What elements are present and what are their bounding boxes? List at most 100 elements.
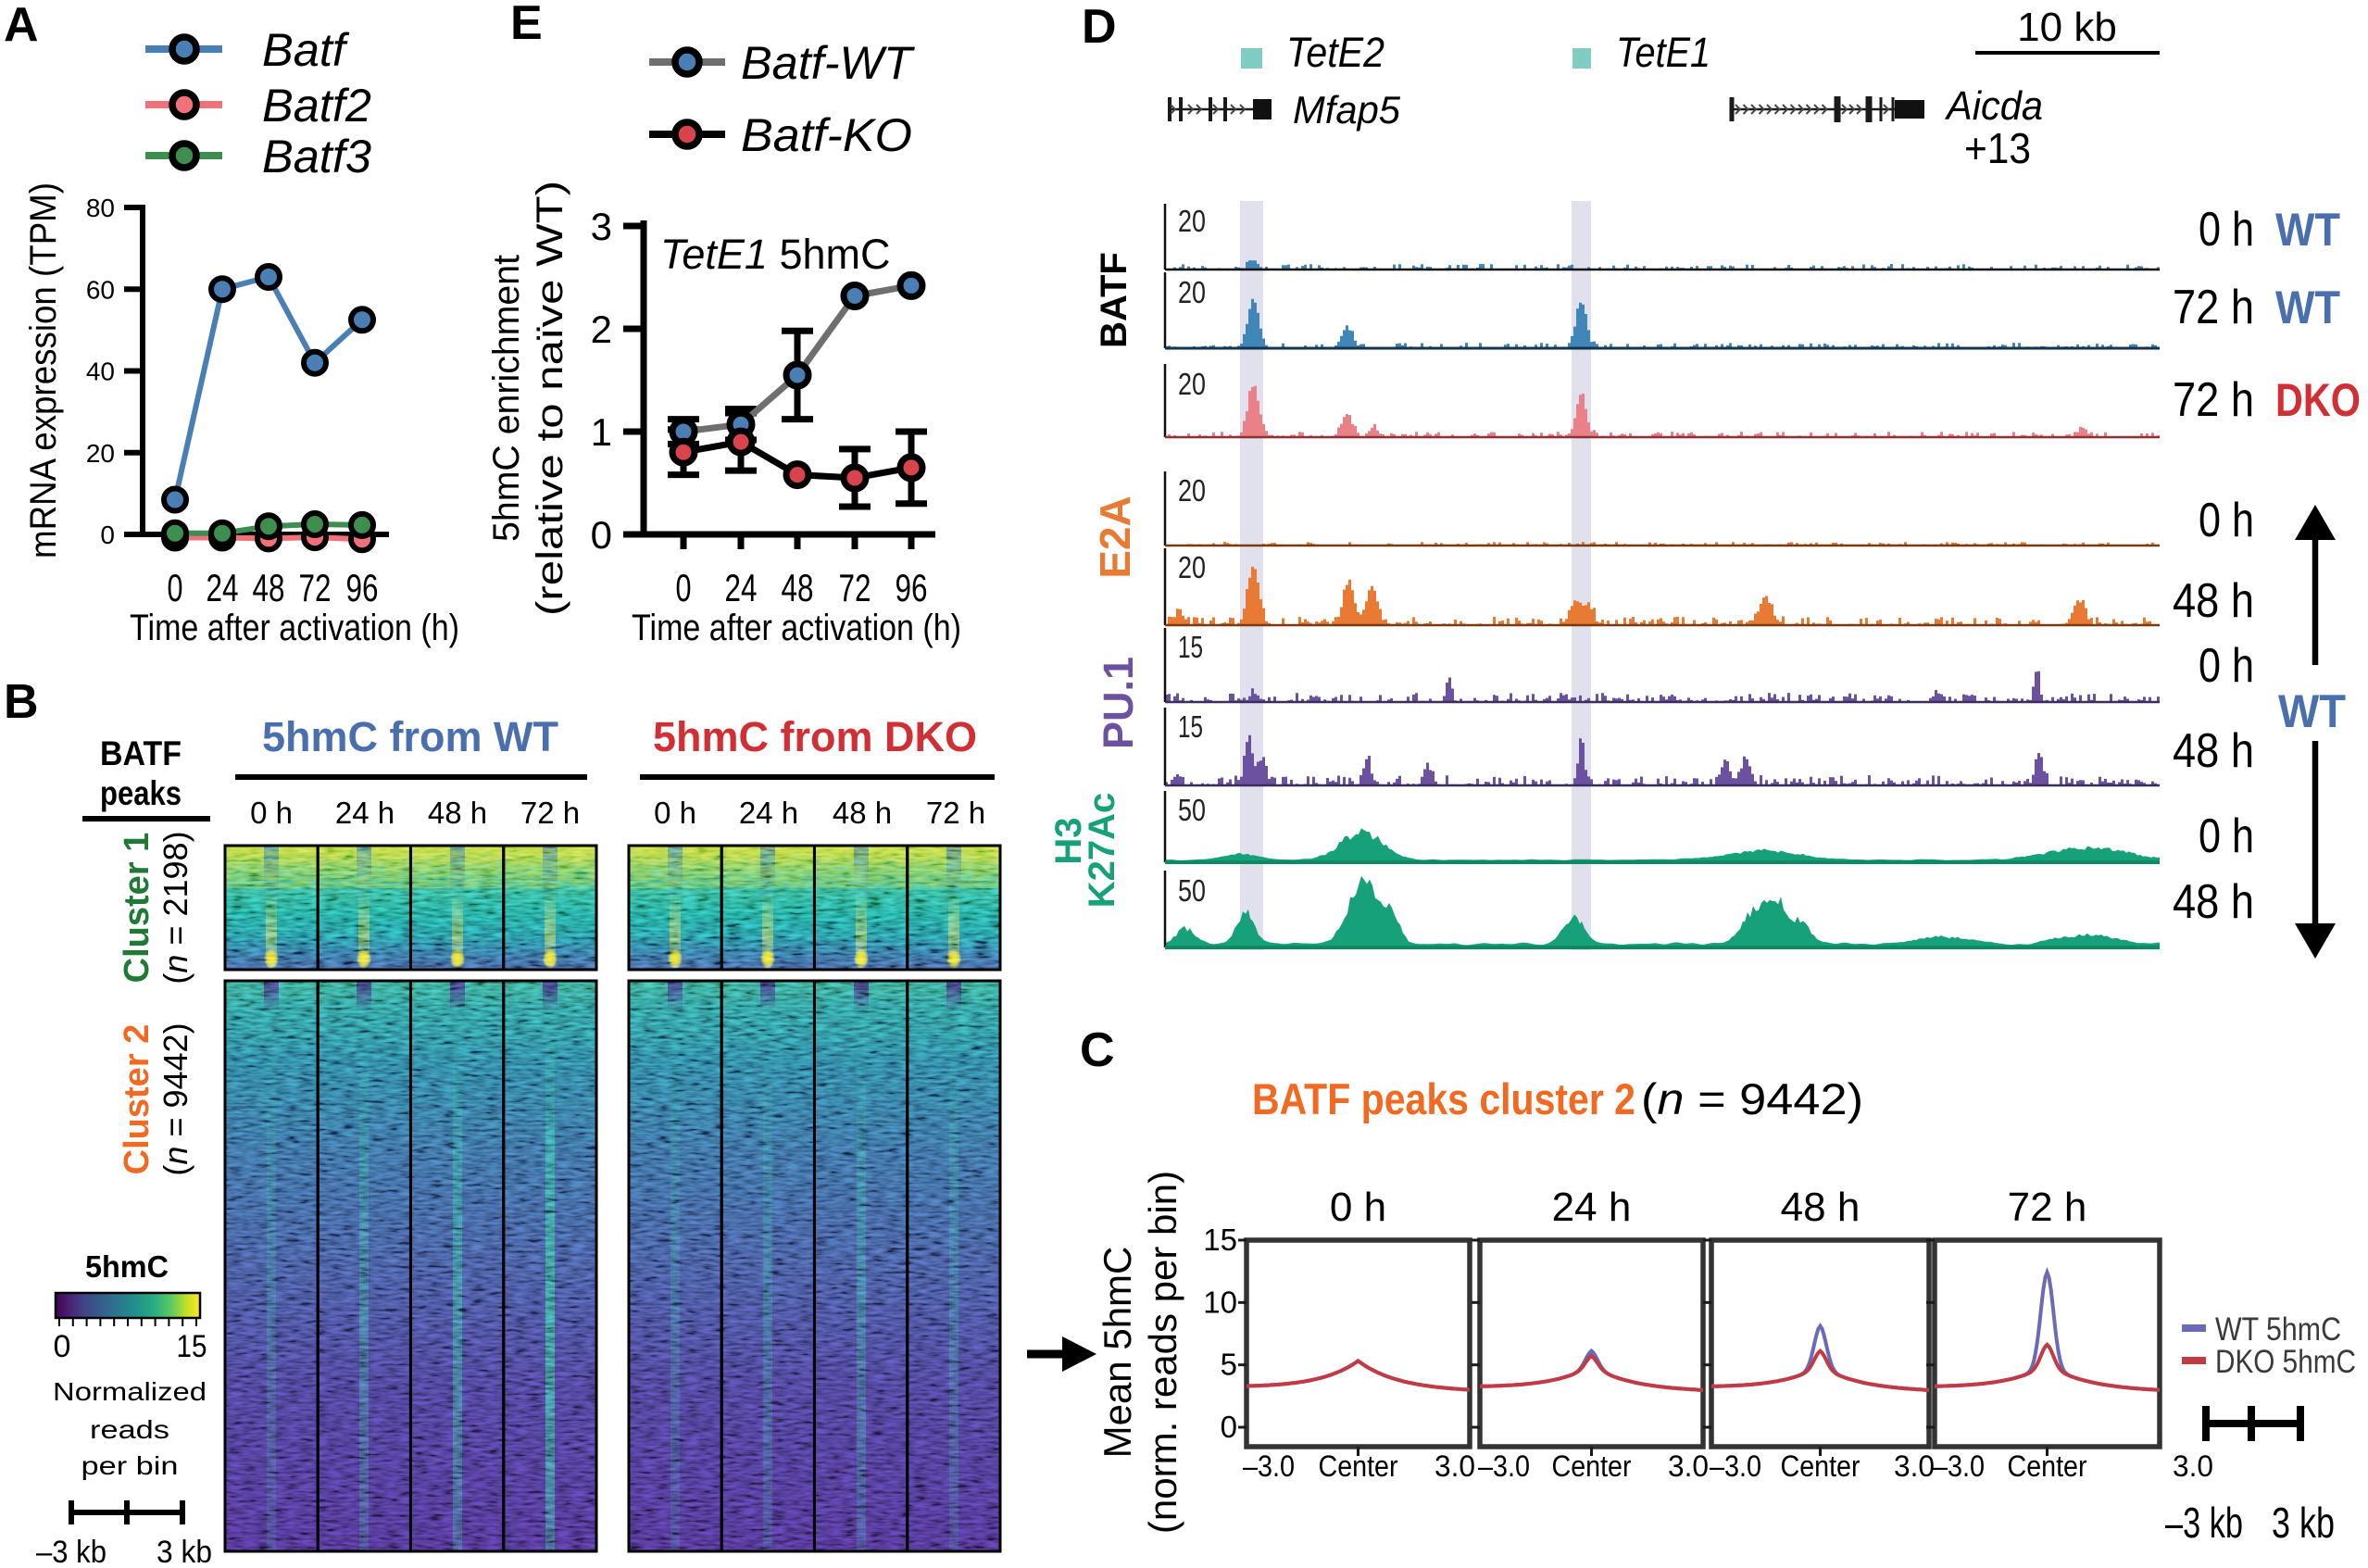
- svg-text:–3.0: –3.0: [1933, 1449, 1985, 1483]
- svg-text:BATF peaks cluster 2: BATF peaks cluster 2: [1252, 1074, 1635, 1123]
- svg-text:0 h: 0 h: [2199, 809, 2254, 863]
- svg-text:3.0: 3.0: [2173, 1449, 2213, 1483]
- svg-text:10: 10: [1203, 1285, 1237, 1319]
- svg-text:48 h: 48 h: [2173, 574, 2254, 628]
- svg-text:72 h: 72 h: [2008, 1185, 2087, 1230]
- svg-text:24 h: 24 h: [1552, 1185, 1632, 1230]
- svg-text:3.0: 3.0: [1435, 1449, 1475, 1483]
- svg-text:48 h: 48 h: [833, 796, 892, 830]
- svg-text:D: D: [1082, 0, 1117, 54]
- svg-text:72: 72: [299, 566, 332, 609]
- svg-text:Mfap5: Mfap5: [1293, 88, 1401, 132]
- svg-text:60: 60: [86, 275, 115, 304]
- svg-text:20: 20: [1178, 204, 1206, 238]
- svg-text:B: B: [4, 675, 39, 729]
- svg-text:20: 20: [1178, 275, 1206, 309]
- svg-text:20: 20: [1178, 473, 1206, 508]
- svg-text:–3.0: –3.0: [1243, 1449, 1295, 1483]
- svg-text:0 h: 0 h: [2199, 494, 2254, 547]
- svg-text:48: 48: [782, 566, 814, 609]
- svg-text:5: 5: [1221, 1348, 1237, 1382]
- svg-text:24: 24: [207, 566, 239, 609]
- svg-text:20: 20: [1178, 550, 1206, 584]
- svg-text:40: 40: [86, 358, 115, 386]
- svg-text:Center: Center: [1781, 1449, 1861, 1483]
- svg-text:15: 15: [177, 1329, 207, 1364]
- svg-text:–3 kb: –3 kb: [36, 1535, 106, 1568]
- svg-text:TetE1 5hmC: TetE1 5hmC: [660, 231, 890, 278]
- svg-text:Center: Center: [2008, 1449, 2087, 1483]
- svg-text:–3.0: –3.0: [1710, 1449, 1761, 1483]
- svg-text:TetE2: TetE2: [1286, 29, 1384, 76]
- svg-text:E2A: E2A: [1091, 495, 1139, 578]
- svg-text:–3.0: –3.0: [1478, 1449, 1530, 1483]
- svg-text:Mean 5hmC: Mean 5hmC: [1096, 1247, 1139, 1459]
- svg-text:0: 0: [676, 566, 692, 609]
- svg-text:72 h: 72 h: [2173, 281, 2254, 334]
- svg-text:Time after activation (h): Time after activation (h): [632, 608, 961, 648]
- svg-text:WT 5hmC: WT 5hmC: [2215, 1311, 2341, 1348]
- svg-text:0 h: 0 h: [654, 796, 696, 830]
- svg-text:Batf2: Batf2: [262, 80, 371, 132]
- svg-text:+13: +13: [1964, 124, 2031, 172]
- svg-text:48 h: 48 h: [1781, 1185, 1861, 1230]
- svg-text:3 kb: 3 kb: [157, 1535, 212, 1568]
- svg-text:E: E: [510, 0, 543, 50]
- svg-text:72 h: 72 h: [520, 796, 580, 830]
- svg-text:5hmC from DKO: 5hmC from DKO: [653, 713, 977, 760]
- svg-text:1: 1: [591, 410, 612, 454]
- svg-text:Center: Center: [1552, 1449, 1632, 1483]
- svg-text:0 h: 0 h: [1330, 1185, 1386, 1230]
- svg-text:reads: reads: [90, 1415, 169, 1444]
- svg-text:Cluster 2: Cluster 2: [118, 1024, 157, 1175]
- svg-text:Batf: Batf: [262, 24, 350, 76]
- svg-text:Normalized: Normalized: [53, 1377, 207, 1406]
- svg-text:Cluster 1: Cluster 1: [118, 833, 157, 984]
- svg-text:80: 80: [86, 194, 115, 222]
- svg-text:(norm. reads per bin): (norm. reads per bin): [1141, 1171, 1184, 1534]
- svg-text:0 h: 0 h: [250, 796, 293, 830]
- svg-text:2: 2: [591, 307, 612, 351]
- svg-text:(n = 9442): (n = 9442): [157, 1022, 194, 1175]
- svg-text:20: 20: [86, 439, 115, 468]
- svg-text:15: 15: [1178, 630, 1203, 664]
- svg-text:0: 0: [591, 513, 612, 557]
- svg-text:WT: WT: [2275, 282, 2340, 333]
- svg-text:K27Ac: K27Ac: [1082, 793, 1122, 909]
- svg-text:5hmC enrichment: 5hmC enrichment: [486, 255, 527, 542]
- svg-text:3 kb: 3 kb: [2272, 1499, 2335, 1547]
- svg-text:50: 50: [1178, 873, 1206, 908]
- svg-text:BATF: BATF: [1094, 252, 1134, 348]
- svg-text:per bin: per bin: [81, 1451, 179, 1480]
- svg-text:0 h: 0 h: [2199, 639, 2254, 693]
- svg-text:72 h: 72 h: [926, 796, 985, 830]
- svg-text:Batf-WT: Batf-WT: [741, 37, 915, 89]
- svg-text:24: 24: [725, 566, 758, 609]
- svg-text:0: 0: [168, 566, 183, 609]
- svg-text:50: 50: [1178, 793, 1206, 827]
- svg-text:H3: H3: [1048, 817, 1089, 864]
- svg-text:Batf3: Batf3: [262, 131, 371, 182]
- svg-text:3: 3: [591, 205, 612, 248]
- svg-text:A: A: [4, 0, 39, 52]
- svg-text:DKO: DKO: [2275, 374, 2361, 426]
- svg-text:10 kb: 10 kb: [2017, 5, 2117, 50]
- svg-text:Time after activation (h): Time after activation (h): [130, 608, 459, 648]
- svg-text:WT: WT: [2278, 685, 2346, 737]
- svg-text:15: 15: [1203, 1223, 1237, 1257]
- svg-text:5hmC from WT: 5hmC from WT: [262, 713, 558, 760]
- svg-text:(relative to naïve WT): (relative to naïve WT): [530, 181, 570, 616]
- svg-text:48 h: 48 h: [428, 796, 487, 830]
- svg-text:Aicda: Aicda: [1944, 83, 2043, 129]
- svg-text:(n = 9442): (n = 9442): [1641, 1074, 1863, 1123]
- svg-text:72: 72: [839, 566, 871, 609]
- svg-text:72 h: 72 h: [2173, 373, 2254, 427]
- svg-text:peaks: peaks: [100, 774, 182, 812]
- svg-text:WT: WT: [2275, 204, 2340, 256]
- svg-text:3.0: 3.0: [1668, 1449, 1709, 1483]
- svg-text:BATF: BATF: [100, 734, 182, 772]
- svg-text:24 h: 24 h: [739, 796, 798, 830]
- svg-text:PU.1: PU.1: [1095, 657, 1142, 749]
- svg-text:0: 0: [54, 1329, 71, 1364]
- svg-text:Center: Center: [1319, 1449, 1398, 1483]
